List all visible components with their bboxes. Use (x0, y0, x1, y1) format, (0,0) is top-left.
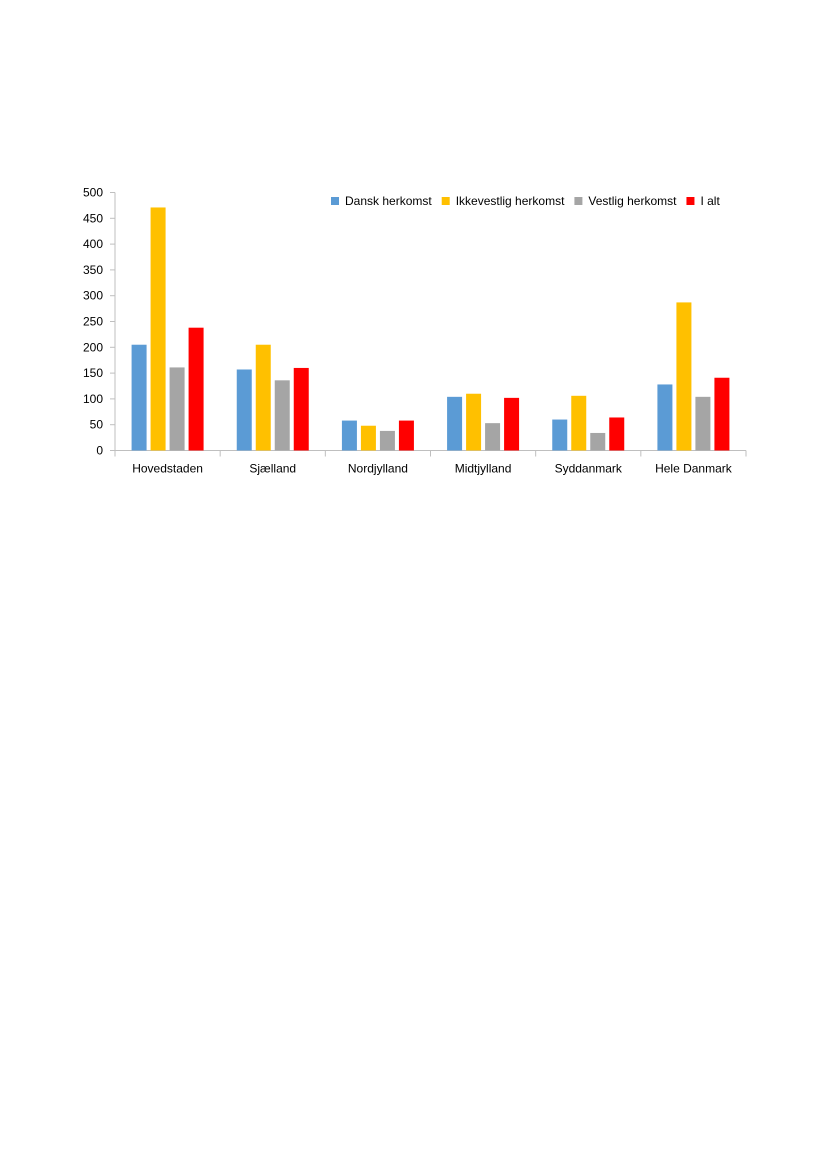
bars (131, 207, 730, 451)
x-tick-label: Hele Danmark (655, 462, 733, 476)
bar (360, 425, 376, 451)
x-tick-label: Sjælland (249, 462, 296, 476)
bar (169, 367, 185, 451)
y-tick-label: 200 (83, 340, 103, 354)
bar (188, 327, 204, 451)
y-tick-label: 450 (83, 211, 103, 225)
legend: Dansk herkomst Ikkevestlig herkomst Vestli… (331, 194, 720, 208)
bar (150, 207, 166, 451)
legend-swatch (574, 197, 583, 205)
bar (379, 430, 395, 451)
legend-label: I alt (700, 194, 720, 208)
legend-label: Ikkevestlig herkomst (456, 194, 565, 208)
bar (447, 396, 463, 451)
y-tick-label: 400 (83, 237, 103, 251)
bar (236, 369, 252, 451)
y-axis: 0 50 100 150 200 250 300 350 400 450 500 (83, 186, 116, 458)
legend-label: Dansk herkomst (345, 194, 432, 208)
legend-swatch (686, 197, 695, 205)
bar (274, 380, 290, 451)
bar (590, 432, 606, 451)
y-tick-label: 500 (83, 186, 103, 200)
legend-entry: Dansk herkomst (331, 194, 432, 208)
legend-swatch (331, 197, 339, 205)
y-tick-label: 300 (83, 289, 103, 303)
bar (504, 397, 520, 451)
x-tick-label: Syddanmark (555, 462, 623, 476)
bar (293, 367, 309, 451)
y-tick-label: 50 (90, 418, 104, 432)
legend-entry: Ikkevestlig herkomst (441, 194, 565, 208)
legend-label: Vestlig herkomst (588, 194, 677, 208)
bar (131, 344, 147, 451)
bar (341, 420, 357, 451)
legend-entry: I alt (686, 194, 720, 208)
bar-chart: 0 50 100 150 200 250 300 350 400 450 500 Hovedstad… (83, 186, 747, 476)
bar (552, 419, 568, 451)
bar (255, 344, 271, 451)
y-tick-label: 100 (83, 392, 103, 406)
x-axis: Hovedstaden Sjælland Nordjylland Midtjyllan… (114, 450, 747, 476)
bar (609, 417, 625, 451)
bar (714, 377, 730, 451)
bar (657, 384, 673, 451)
bar (485, 423, 501, 451)
y-tick-label: 0 (96, 444, 103, 458)
x-tick-label: Midtjylland (455, 462, 512, 476)
y-tick-label: 150 (83, 366, 103, 380)
y-tick-label: 350 (83, 263, 103, 277)
legend-swatch (441, 197, 450, 205)
y-tick-label: 250 (83, 315, 103, 329)
legend-entry: Vestlig herkomst (574, 194, 677, 208)
bar (466, 393, 482, 451)
x-tick-label: Nordjylland (348, 462, 408, 476)
bar (571, 395, 587, 451)
bar (676, 302, 692, 451)
bar (398, 420, 414, 451)
x-tick-label: Hovedstaden (132, 462, 203, 476)
bar (695, 396, 711, 451)
